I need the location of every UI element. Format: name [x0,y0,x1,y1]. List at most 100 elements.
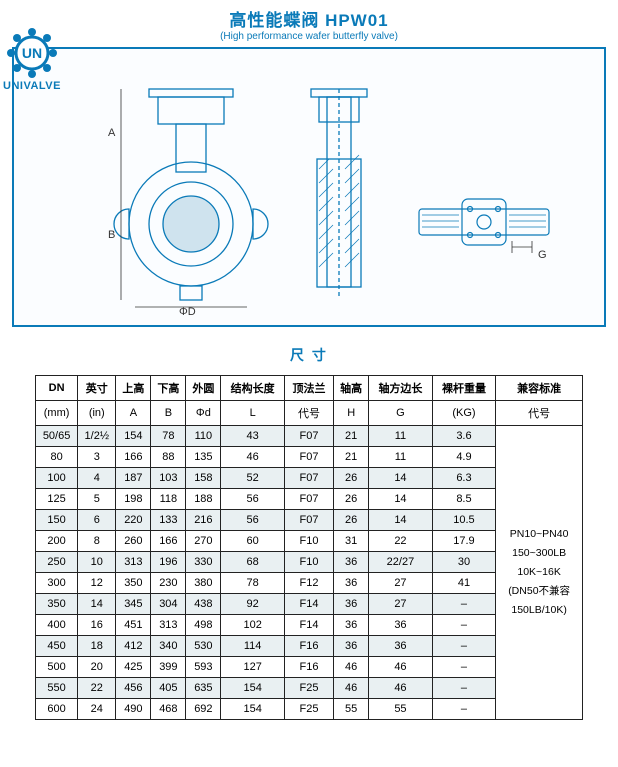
th2-4: Φd [186,401,221,426]
cell-10-8: 36 [369,636,433,657]
cell-9-0: 400 [36,615,78,636]
cell-3-8: 14 [369,489,433,510]
cell-13-6: F25 [284,699,333,720]
cell-11-4: 593 [186,657,221,678]
th2-1: (in) [78,401,116,426]
cell-9-4: 498 [186,615,221,636]
cell-13-9: – [432,699,496,720]
cell-5-4: 270 [186,531,221,552]
cell-5-3: 166 [151,531,186,552]
cell-10-7: 36 [334,636,369,657]
cell-6-3: 196 [151,552,186,573]
cell-8-2: 345 [116,594,151,615]
cell-12-7: 46 [334,678,369,699]
header-row-1: DN英寸上高下高外圆结构长度顶法兰轴高轴方边长裸杆重量兼容标准 [36,376,583,401]
cell-12-1: 22 [78,678,116,699]
cell-9-1: 16 [78,615,116,636]
cell-7-9: 41 [432,573,496,594]
cell-10-5: 114 [221,636,285,657]
cell-1-7: 21 [334,447,369,468]
cell-2-7: 26 [334,468,369,489]
th-3: 下高 [151,376,186,401]
cell-2-3: 103 [151,468,186,489]
cell-2-1: 4 [78,468,116,489]
cell-5-1: 8 [78,531,116,552]
cell-2-5: 52 [221,468,285,489]
cell-10-3: 340 [151,636,186,657]
dimensions-table: DN英寸上高下高外圆结构长度顶法兰轴高轴方边长裸杆重量兼容标准 (mm)(in)… [35,375,583,720]
th2-8: G [369,401,433,426]
cell-4-7: 26 [334,510,369,531]
cell-2-0: 100 [36,468,78,489]
cell-7-0: 300 [36,573,78,594]
cell-1-4: 135 [186,447,221,468]
cell-3-2: 198 [116,489,151,510]
cell-1-2: 166 [116,447,151,468]
cell-12-5: 154 [221,678,285,699]
cell-13-2: 490 [116,699,151,720]
cell-11-9: – [432,657,496,678]
cell-2-6: F07 [284,468,333,489]
cell-11-1: 20 [78,657,116,678]
cell-5-2: 260 [116,531,151,552]
cell-4-3: 133 [151,510,186,531]
cell-3-4: 188 [186,489,221,510]
cell-12-6: F25 [284,678,333,699]
cell-8-0: 350 [36,594,78,615]
dim-G: G [538,249,547,261]
cell-8-4: 438 [186,594,221,615]
cell-10-9: – [432,636,496,657]
drawing-frame: UN UNIVALVE [12,47,606,327]
cell-9-2: 451 [116,615,151,636]
cell-13-3: 468 [151,699,186,720]
cell-13-4: 692 [186,699,221,720]
cell-9-3: 313 [151,615,186,636]
cell-3-3: 118 [151,489,186,510]
cell-9-7: 36 [334,615,369,636]
cell-13-7: 55 [334,699,369,720]
cell-4-4: 216 [186,510,221,531]
dimensions-heading: 尺 寸 [0,345,618,365]
cell-0-4: 110 [186,426,221,447]
th2-7: H [334,401,369,426]
th2-9: (KG) [432,401,496,426]
cell-8-8: 27 [369,594,433,615]
cell-0-3: 78 [151,426,186,447]
cell-5-7: 31 [334,531,369,552]
cell-11-5: 127 [221,657,285,678]
cell-9-8: 36 [369,615,433,636]
dimensions-table-wrap: DN英寸上高下高外圆结构长度顶法兰轴高轴方边长裸杆重量兼容标准 (mm)(in)… [0,375,618,730]
cell-4-9: 10.5 [432,510,496,531]
cell-5-9: 17.9 [432,531,496,552]
th-4: 外圆 [186,376,221,401]
th2-2: A [116,401,151,426]
cell-5-5: 60 [221,531,285,552]
cell-8-6: F14 [284,594,333,615]
cell-7-1: 12 [78,573,116,594]
th-10: 兼容标准 [496,376,583,401]
th-6: 顶法兰 [284,376,333,401]
cell-13-0: 600 [36,699,78,720]
cell-6-0: 250 [36,552,78,573]
dim-B: B [108,229,115,241]
title-area: 高性能蝶阀 HPW01 (High performance wafer butt… [0,0,618,44]
dim-PhiD: ΦD [179,306,196,318]
cell-2-2: 187 [116,468,151,489]
cell-12-8: 46 [369,678,433,699]
cell-0-5: 43 [221,426,285,447]
table-head: DN英寸上高下高外圆结构长度顶法兰轴高轴方边长裸杆重量兼容标准 (mm)(in)… [36,376,583,426]
cell-7-5: 78 [221,573,285,594]
cell-3-9: 8.5 [432,489,496,510]
cell-10-1: 18 [78,636,116,657]
cell-4-5: 56 [221,510,285,531]
th-7: 轴高 [334,376,369,401]
cell-6-7: 36 [334,552,369,573]
cell-3-1: 5 [78,489,116,510]
cell-0-2: 154 [116,426,151,447]
th2-3: B [151,401,186,426]
cell-5-6: F10 [284,531,333,552]
cell-5-8: 22 [369,531,433,552]
cell-6-6: F10 [284,552,333,573]
th2-6: 代号 [284,401,333,426]
compat-cell: PN10~PN40150~300LB10K~16K(DN50不兼容150LB/1… [496,426,583,720]
